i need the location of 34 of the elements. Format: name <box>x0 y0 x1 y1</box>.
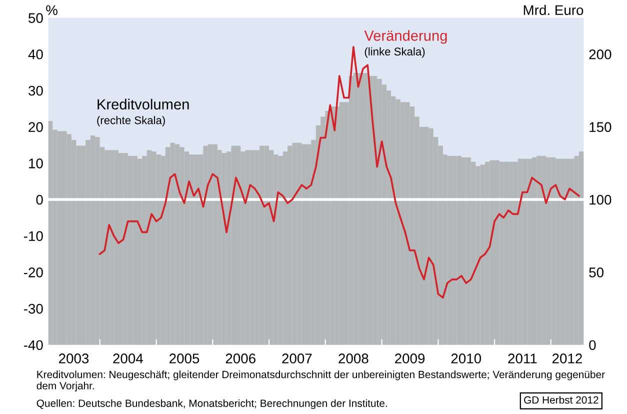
y2-tick-label: 200 <box>589 49 612 60</box>
x-tick-label: 2003 <box>59 354 89 364</box>
y-tick-label: 0 <box>36 194 43 205</box>
x-tick-label: 2008 <box>338 354 368 364</box>
y-tick-label: -40 <box>24 340 43 350</box>
y-axis-title: % <box>46 5 58 16</box>
y-tick-label: 40 <box>28 49 43 60</box>
y-tick-label: -20 <box>24 268 43 278</box>
y2-tick-label: 150 <box>590 122 612 132</box>
text: GD Herbst 2012 <box>524 396 598 404</box>
x-tick-label: 2012 <box>552 354 582 364</box>
x-tick-label: 2005 <box>170 354 200 364</box>
series-label: Kreditvolumen <box>98 98 189 110</box>
y-tick-label: -10 <box>24 231 43 242</box>
y2-tick-label: 100 <box>590 194 612 205</box>
y-tick-label: 30 <box>28 86 43 96</box>
x-tick-label: 2010 <box>451 354 482 364</box>
x-tick-label: 2011 <box>508 354 537 364</box>
y2-tick-label: 0 <box>589 340 596 350</box>
y-tick-label: 10 <box>29 158 43 168</box>
x-tick-label: 2004 <box>113 354 143 364</box>
x-tick-label: 2009 <box>395 354 425 364</box>
series-label: Veränderung <box>364 30 447 44</box>
x-tick-label: 2007 <box>282 354 312 364</box>
y2-axis-title: Mrd. Euro <box>524 4 584 16</box>
x-tick-label: 2006 <box>226 354 256 364</box>
y2-tick-label: 50 <box>589 268 604 278</box>
text: Kreditvolumen: Neugeschäft; gleitender Dreimonatsdurchschnitt der unbereinigten Bestandswerte; Veränderung gegenüber dem Vorjahr. <box>36 370 605 392</box>
annotation: (rechte Skala) <box>97 116 165 126</box>
annotation: (linke Skala) <box>364 47 425 58</box>
y-tick-label: -30 <box>24 304 43 314</box>
y-tick-label: 50 <box>28 13 43 23</box>
y-tick-label: 20 <box>28 122 43 132</box>
source-note: Quellen: Deutsche Bundesbank, Monatsbericht; Berechnungen der Institute. <box>36 399 387 410</box>
